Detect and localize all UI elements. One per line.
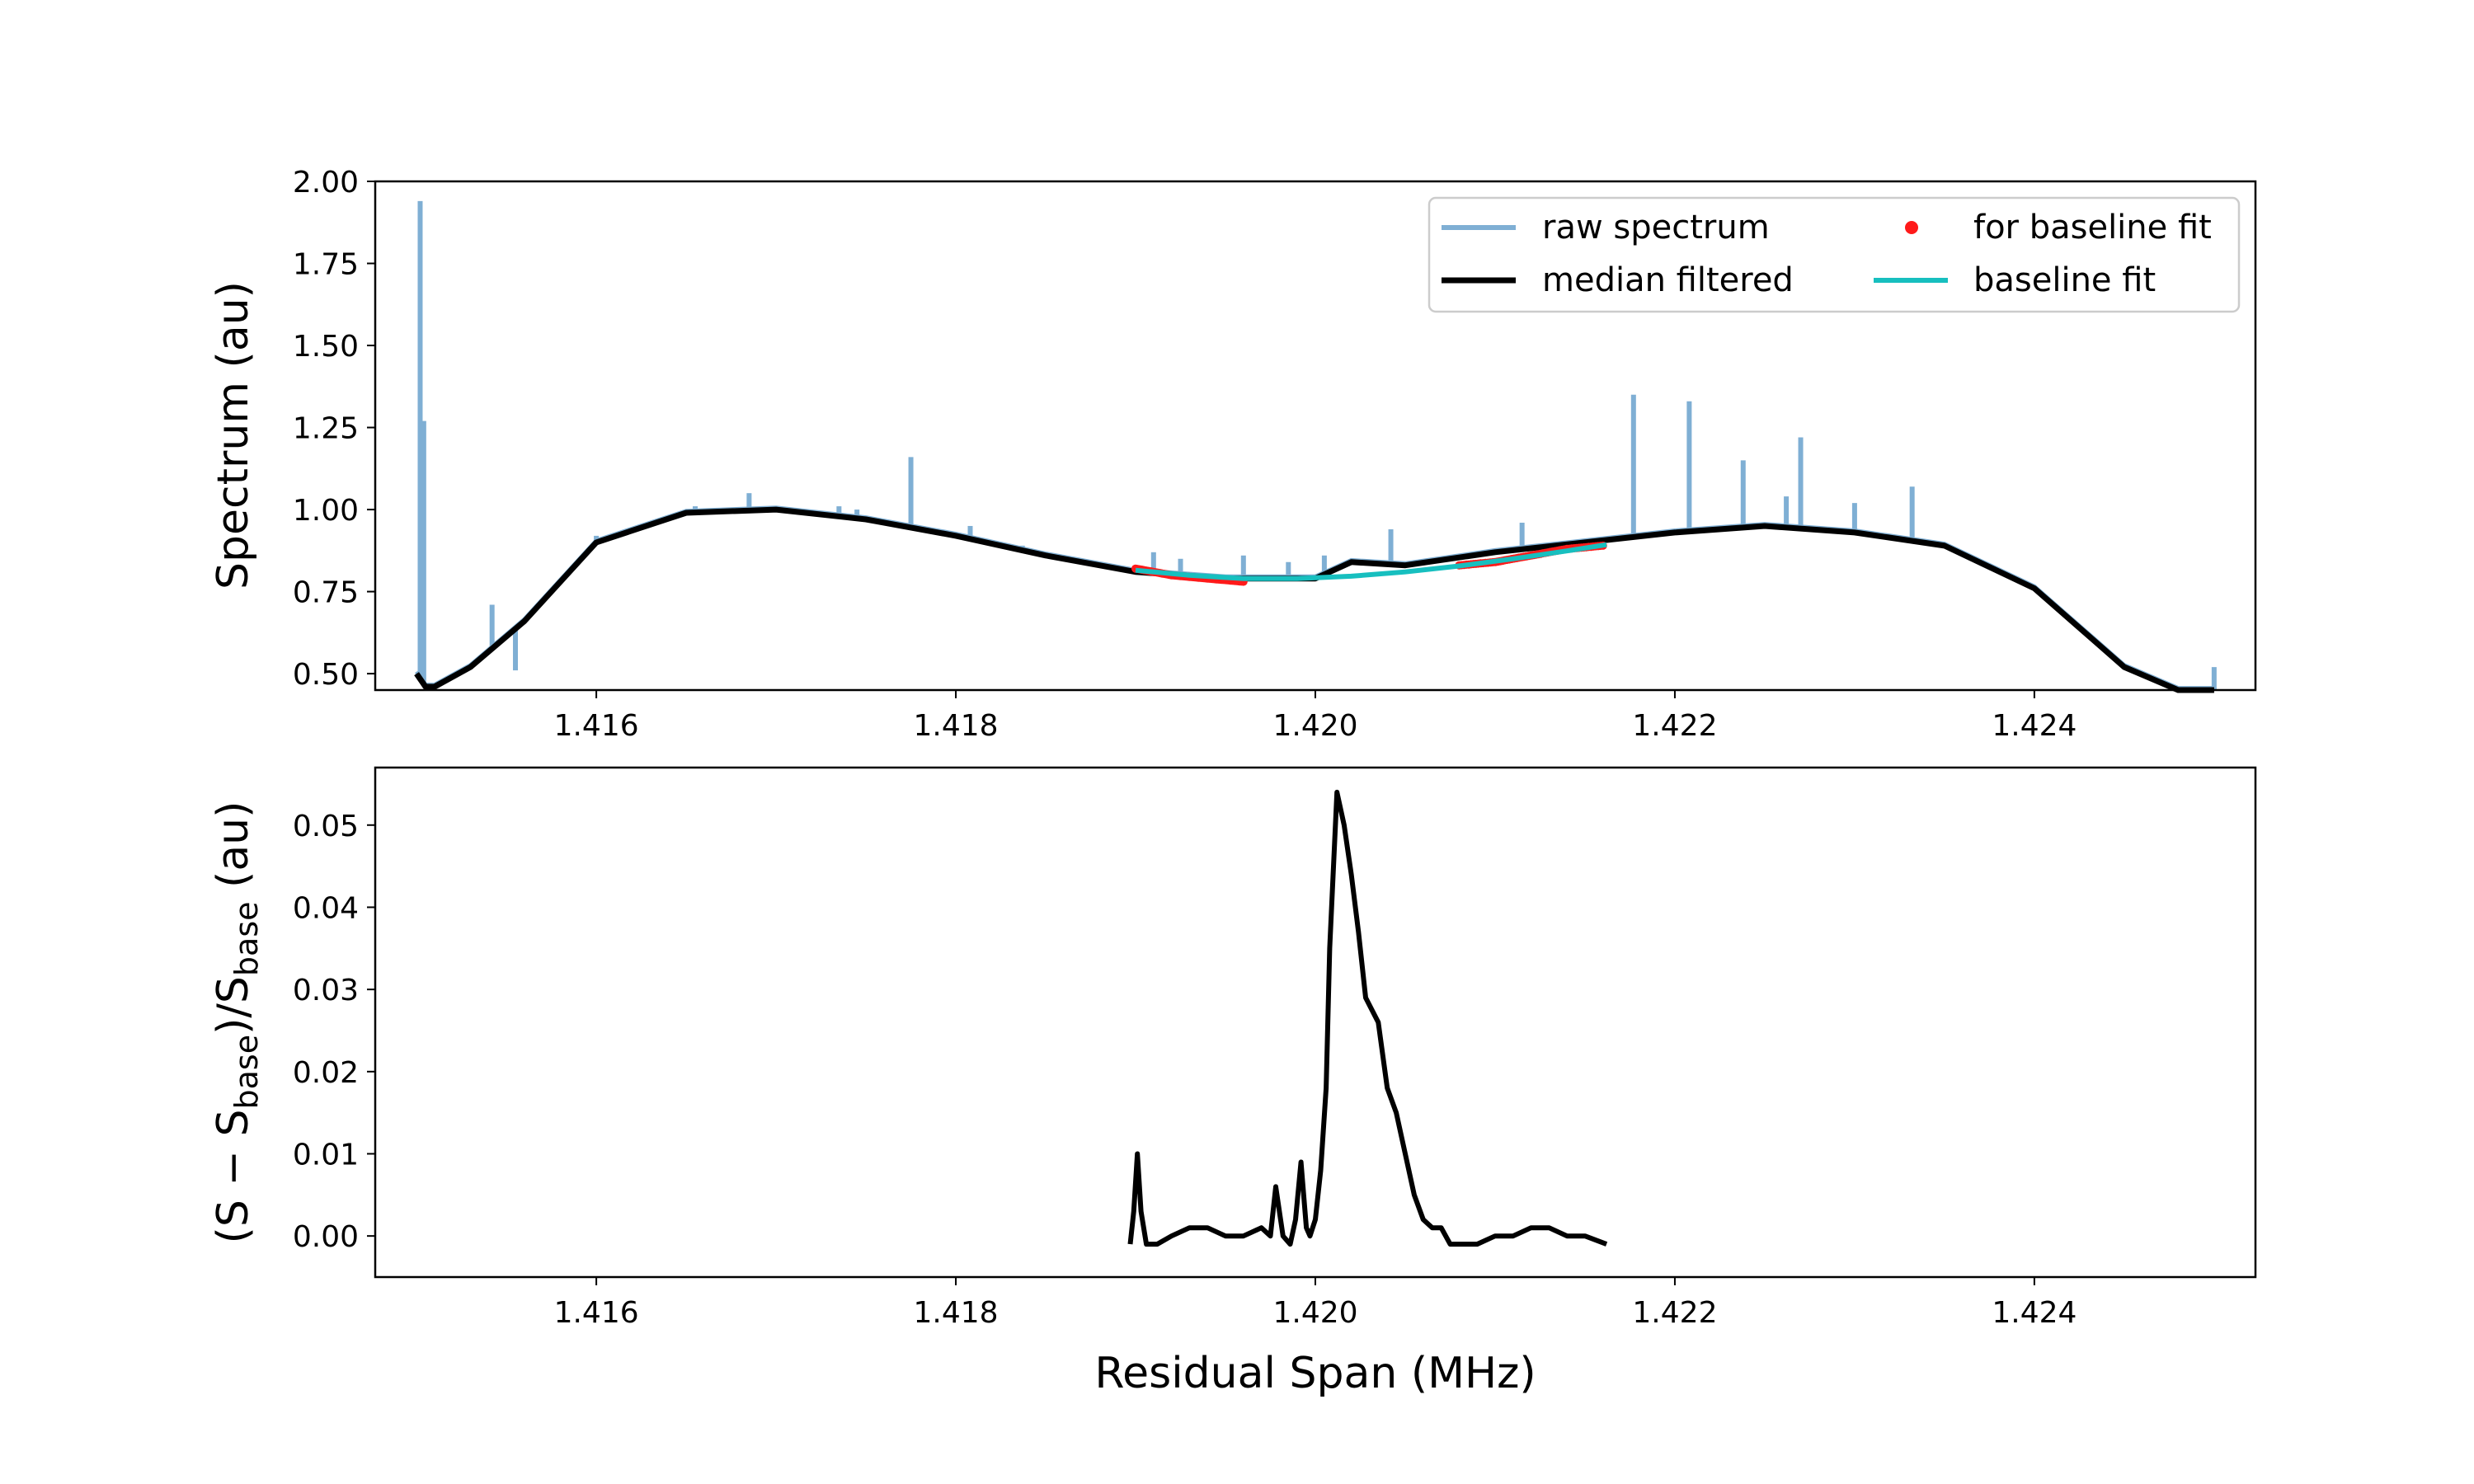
spectrum-y-tick-label: 1.25	[293, 412, 359, 446]
spectrum-y-label: Spectrum (au)	[209, 281, 258, 589]
spectrum-y-tick-label: 1.50	[293, 330, 359, 364]
spectrum-x-axis: 1.416 1.418 1.420 1.422 1.424	[554, 690, 2077, 743]
spectrum-y-tick-label: 1.75	[293, 248, 359, 282]
spectrum-y-tick-label: 1.00	[293, 494, 359, 528]
residual-y-tick-label: 0.05	[293, 810, 359, 843]
legend: raw spectrum median filtered for baselin…	[1427, 196, 2241, 313]
spectrum-x-tick-label: 1.418	[914, 709, 999, 743]
legend-box	[1427, 196, 2241, 313]
spectrum-x-tick-label: 1.420	[1272, 709, 1357, 743]
residual-y-tick-label: 0.00	[293, 1220, 359, 1254]
residual-y-tick-label: 0.04	[293, 891, 359, 925]
spectrum-panel: 1.416 1.418 1.420 1.422 1.424 0.50 0.75 1.00 1.…	[209, 166, 2257, 743]
legend-median-filtered: median filtered	[1542, 261, 1794, 299]
legend-baseline-fit: baseline fit	[1973, 261, 2156, 299]
residual-x-tick-label: 1.424	[1992, 1296, 2077, 1330]
residual-y-tick-label: 0.01	[293, 1138, 359, 1172]
spectrum-x-tick-label: 1.422	[1632, 709, 1717, 743]
legend-for-baseline-fit: for baseline fit	[1973, 209, 2212, 247]
residual-line	[1127, 789, 1608, 1247]
residual-y-label: (S − Sbase)/Sbase (au)	[209, 801, 265, 1244]
baseline-fit-line	[1135, 542, 1607, 581]
spectrum-x-tick-label: 1.424	[1992, 709, 2077, 743]
spectrum-x-tick-label: 1.416	[554, 709, 639, 743]
spectrum-y-tick-label: 0.75	[293, 576, 359, 610]
residual-plot-area	[1127, 789, 1608, 1247]
residual-x-tick-label: 1.418	[914, 1296, 999, 1330]
spectrum-y-axis: 0.50 0.75 1.00 1.25 1.50 1.75 2.00	[293, 166, 375, 692]
residual-x-tick-label: 1.422	[1632, 1296, 1717, 1330]
residual-y-axis: 0.00 0.01 0.02 0.03 0.04 0.05	[293, 810, 375, 1254]
residual-y-tick-label: 0.02	[293, 1056, 359, 1090]
residual-x-tick-label: 1.420	[1272, 1296, 1357, 1330]
spectrum-y-tick-label: 0.50	[293, 658, 359, 692]
legend-for-baseline-fit-swatch	[1905, 221, 1918, 234]
residual-panel: 1.416 1.418 1.420 1.422 1.424 0.000.010.020.…	[209, 766, 2257, 1398]
spectrum-y-tick-label: 2.00	[293, 166, 359, 200]
spectrum-plot-area	[414, 200, 2217, 693]
residual-x-tick-label: 1.416	[554, 1296, 639, 1330]
legend-raw-spectrum: raw spectrum	[1542, 209, 1770, 247]
residual-x-label: Residual Span (MHz)	[1094, 1349, 1536, 1398]
residual-y-tick-label: 0.03	[293, 974, 359, 1007]
residual-x-axis: 1.416 1.418 1.420 1.422 1.424	[554, 1277, 2077, 1330]
